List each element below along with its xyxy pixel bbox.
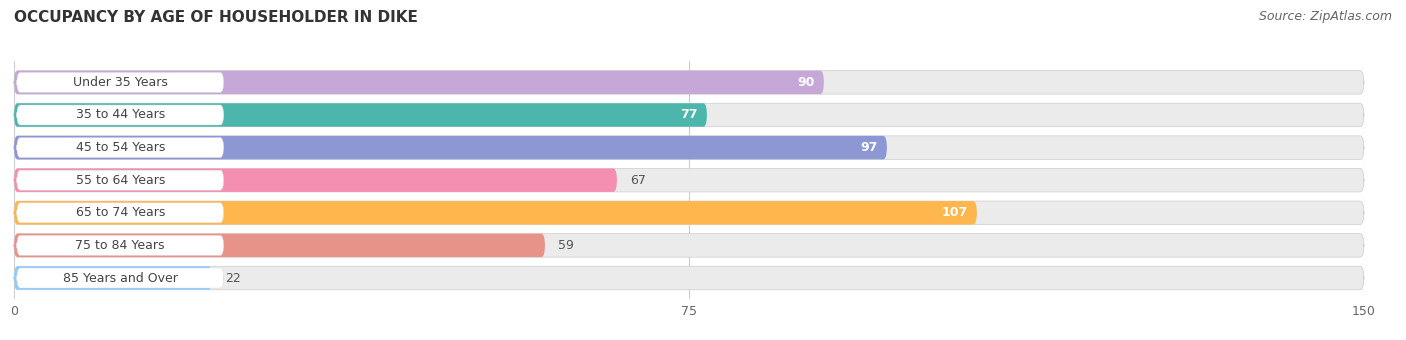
FancyBboxPatch shape xyxy=(14,103,707,127)
FancyBboxPatch shape xyxy=(14,136,1364,159)
FancyBboxPatch shape xyxy=(17,105,224,125)
FancyBboxPatch shape xyxy=(14,136,887,159)
Text: 107: 107 xyxy=(942,206,967,219)
FancyBboxPatch shape xyxy=(14,168,1364,192)
Text: 65 to 74 Years: 65 to 74 Years xyxy=(76,206,165,219)
Text: 77: 77 xyxy=(681,108,697,121)
FancyBboxPatch shape xyxy=(14,266,1364,290)
FancyBboxPatch shape xyxy=(14,201,1364,224)
Text: 75 to 84 Years: 75 to 84 Years xyxy=(76,239,165,252)
FancyBboxPatch shape xyxy=(17,72,224,92)
FancyBboxPatch shape xyxy=(17,268,224,288)
Text: 59: 59 xyxy=(558,239,574,252)
FancyBboxPatch shape xyxy=(14,234,546,257)
FancyBboxPatch shape xyxy=(14,71,1364,94)
FancyBboxPatch shape xyxy=(14,201,977,224)
Text: 97: 97 xyxy=(860,141,877,154)
Text: Source: ZipAtlas.com: Source: ZipAtlas.com xyxy=(1258,10,1392,23)
Text: OCCUPANCY BY AGE OF HOUSEHOLDER IN DIKE: OCCUPANCY BY AGE OF HOUSEHOLDER IN DIKE xyxy=(14,10,418,25)
FancyBboxPatch shape xyxy=(14,103,1364,127)
Text: Under 35 Years: Under 35 Years xyxy=(73,76,167,89)
Text: 67: 67 xyxy=(630,174,647,187)
FancyBboxPatch shape xyxy=(17,138,224,157)
FancyBboxPatch shape xyxy=(17,235,224,255)
FancyBboxPatch shape xyxy=(14,168,617,192)
Text: 90: 90 xyxy=(797,76,815,89)
FancyBboxPatch shape xyxy=(14,266,212,290)
Text: 45 to 54 Years: 45 to 54 Years xyxy=(76,141,165,154)
Text: 35 to 44 Years: 35 to 44 Years xyxy=(76,108,165,121)
Text: 55 to 64 Years: 55 to 64 Years xyxy=(76,174,165,187)
Text: 22: 22 xyxy=(225,272,242,285)
FancyBboxPatch shape xyxy=(14,234,1364,257)
Text: 85 Years and Over: 85 Years and Over xyxy=(63,272,177,285)
FancyBboxPatch shape xyxy=(17,170,224,190)
FancyBboxPatch shape xyxy=(17,203,224,223)
FancyBboxPatch shape xyxy=(14,71,824,94)
